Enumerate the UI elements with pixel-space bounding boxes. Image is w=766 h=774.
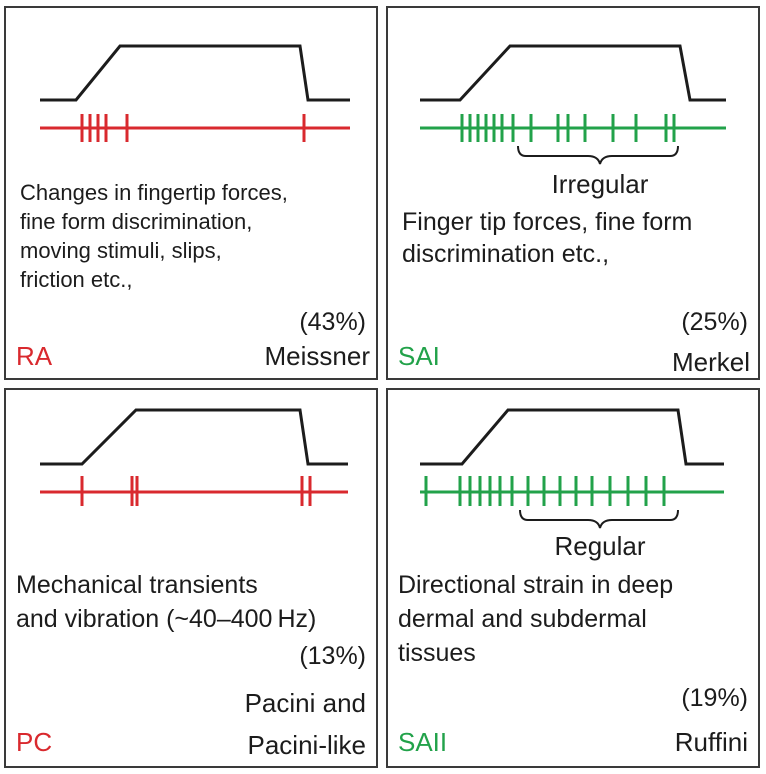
- ra-receptor-name: Meissner: [264, 341, 370, 371]
- panel-sai: Irregular Finger tip forces, fine form d…: [386, 6, 760, 380]
- pc-percent: (13%): [299, 642, 366, 670]
- sai-response-diagram: [420, 44, 726, 165]
- desc-line: Finger tip forces, fine form: [402, 208, 693, 236]
- sai-spike-train: [460, 114, 676, 142]
- sai-bracket-label: Irregular: [551, 169, 649, 199]
- pc-spike-train: [80, 476, 312, 506]
- desc-line: friction etc.,: [20, 267, 133, 292]
- pc-stimulus-trace: [40, 408, 348, 466]
- panel-ra: Changes in fingertip forces, fine form d…: [4, 6, 378, 380]
- desc-line: dermal and subdermal: [398, 605, 647, 633]
- ra-percent: (43%): [299, 308, 366, 336]
- saii-response-diagram: [420, 408, 724, 529]
- sai-receptor-name: Merkel: [671, 347, 750, 377]
- sai-stimulus-trace: [420, 44, 726, 102]
- saii-regular-bracket: [519, 509, 679, 529]
- desc-line: discrimination etc.,: [402, 240, 610, 268]
- panel-saii: Regular Directional strain in deep derma…: [386, 388, 760, 768]
- desc-line: Directional strain in deep: [398, 571, 674, 599]
- desc-line: Mechanical transients: [16, 571, 258, 599]
- saii-stimulus-trace: [420, 408, 724, 466]
- saii-bracket-label: Regular: [554, 531, 646, 561]
- ra-stimulus-trace: [40, 44, 350, 102]
- sai-percent: (25%): [681, 308, 748, 336]
- pc-description: Mechanical transients and vibration (~40…: [16, 568, 316, 636]
- desc-line: tissues: [398, 639, 476, 667]
- receptor-line: Pacini and: [244, 688, 366, 718]
- pc-response-diagram: [40, 408, 348, 506]
- ra-type-label: RA: [16, 341, 53, 371]
- pc-receptor-name: Pacini and Pacini-like: [245, 682, 366, 766]
- desc-line: fine form discrimination,: [20, 209, 253, 234]
- sai-irregular-bracket: [517, 145, 679, 165]
- sai-description: Finger tip forces, fine form discriminat…: [402, 206, 692, 270]
- pc-type-label: PC: [16, 727, 53, 757]
- desc-line: and vibration (~40–400 Hz): [16, 605, 317, 633]
- ra-spike-train: [80, 114, 306, 142]
- saii-description: Directional strain in deep dermal and su…: [398, 568, 673, 670]
- saii-type-label: SAII: [398, 727, 448, 757]
- panel-pc: Mechanical transients and vibration (~40…: [4, 388, 378, 768]
- receptor-line: Pacini-like: [247, 730, 367, 760]
- desc-line: moving stimuli, slips,: [20, 238, 222, 263]
- saii-receptor-name: Ruffini: [674, 727, 748, 757]
- ra-description: Changes in fingertip forces, fine form d…: [20, 178, 288, 294]
- desc-line: Changes in fingertip forces,: [20, 180, 288, 205]
- saii-percent: (19%): [681, 684, 748, 712]
- saii-spike-train: [424, 476, 666, 506]
- ra-response-diagram: [40, 44, 350, 142]
- sai-type-label: SAI: [398, 341, 440, 371]
